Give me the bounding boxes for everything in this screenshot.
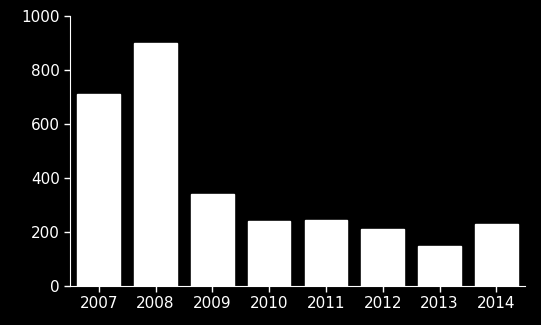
- Bar: [475, 224, 518, 286]
- Bar: [248, 221, 291, 286]
- Bar: [191, 194, 234, 286]
- Bar: [77, 95, 120, 286]
- Bar: [418, 246, 461, 286]
- Bar: [361, 229, 404, 286]
- Bar: [134, 43, 177, 286]
- Bar: [305, 220, 347, 286]
